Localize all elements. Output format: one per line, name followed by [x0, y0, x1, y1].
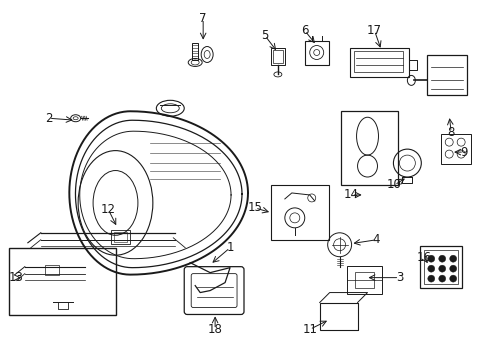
Circle shape: [438, 265, 445, 272]
Bar: [113, 232, 127, 242]
Bar: [270, 48, 285, 66]
Bar: [354, 272, 374, 288]
Text: 18: 18: [207, 323, 222, 336]
Bar: [349, 48, 408, 77]
Bar: [440, 134, 470, 164]
Bar: [304, 41, 328, 66]
Bar: [340, 111, 398, 185]
Text: 9: 9: [460, 145, 467, 159]
Circle shape: [438, 275, 445, 282]
Text: 3: 3: [395, 271, 402, 284]
Circle shape: [427, 255, 434, 262]
Bar: [427, 55, 466, 95]
Circle shape: [427, 275, 434, 282]
Bar: [319, 302, 357, 330]
Text: 6: 6: [301, 24, 308, 37]
Text: 15: 15: [247, 201, 262, 215]
Bar: [424, 250, 457, 284]
Circle shape: [449, 265, 456, 272]
Text: 5: 5: [261, 29, 268, 42]
Bar: [270, 185, 328, 240]
Bar: [272, 50, 282, 63]
Text: 2: 2: [45, 112, 52, 125]
Bar: [353, 50, 403, 72]
Bar: [110, 230, 130, 244]
Text: 11: 11: [302, 323, 317, 336]
Circle shape: [449, 275, 456, 282]
Text: 16: 16: [416, 251, 431, 264]
Text: 7: 7: [199, 12, 206, 25]
Bar: [9, 248, 116, 315]
Text: 4: 4: [372, 233, 380, 246]
Circle shape: [438, 255, 445, 262]
Text: 12: 12: [101, 203, 116, 216]
Bar: [192, 42, 198, 60]
Text: 14: 14: [344, 188, 358, 202]
Text: 17: 17: [366, 24, 381, 37]
Bar: [45, 265, 59, 275]
Circle shape: [449, 255, 456, 262]
Circle shape: [427, 265, 434, 272]
Text: 13: 13: [8, 271, 23, 284]
Text: 1: 1: [226, 241, 233, 254]
Text: 10: 10: [386, 179, 401, 192]
Text: 8: 8: [447, 126, 454, 139]
Bar: [346, 266, 382, 293]
Bar: [420, 246, 461, 288]
